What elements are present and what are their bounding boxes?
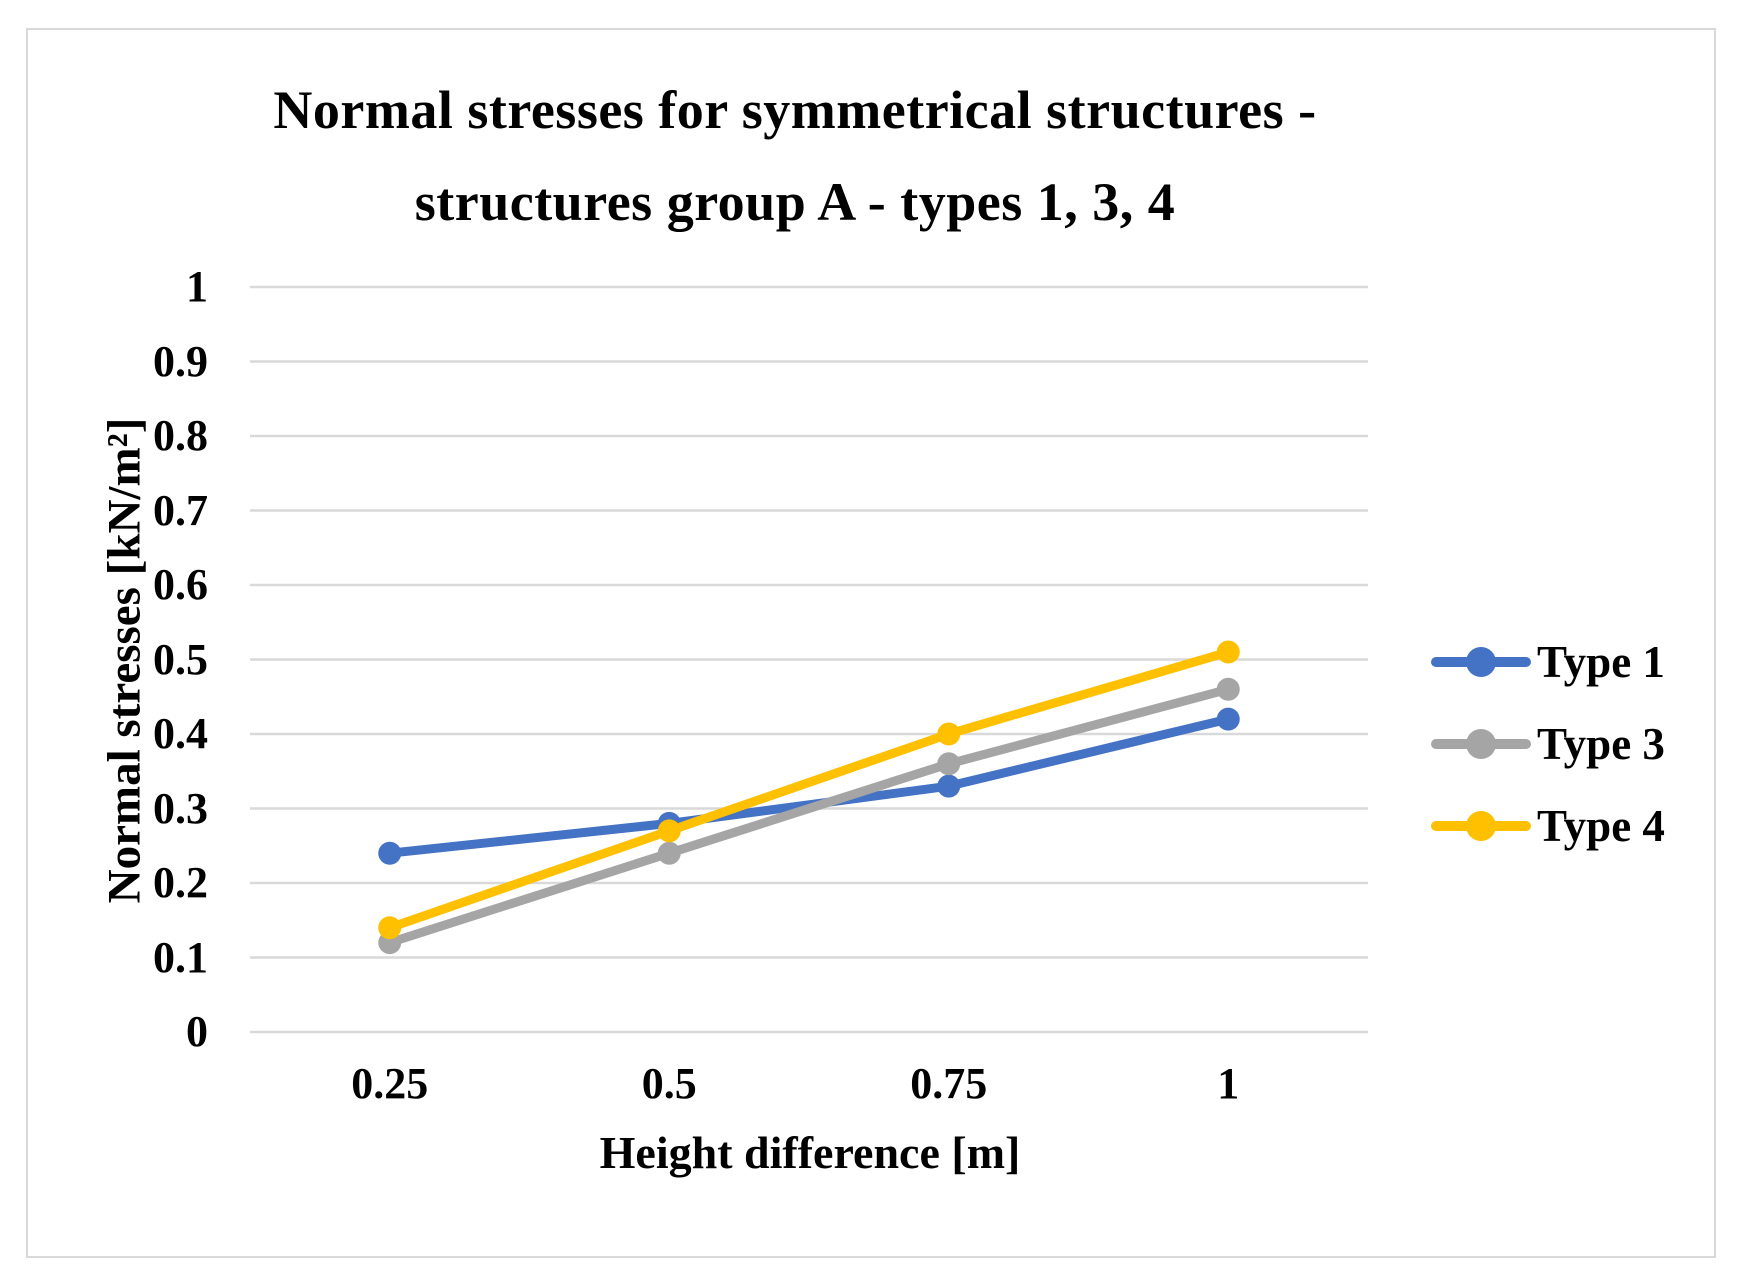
legend-item-type-4: Type 4 [1431, 801, 1665, 851]
data-point-type-1 [1216, 707, 1240, 731]
legend-item-type-1: Type 1 [1431, 637, 1665, 687]
y-tick-label: 0.6 [153, 560, 208, 609]
legend-dot-icon [1466, 811, 1496, 841]
chart-title: Normal stresses for symmetrical structur… [130, 64, 1460, 248]
y-tick-label: 0.8 [153, 411, 208, 460]
legend-dot-icon [1466, 647, 1496, 677]
legend-dot-icon [1466, 729, 1496, 759]
series-line-type-3 [385, 684, 1233, 948]
chart-title-line-1: Normal stresses for symmetrical structur… [273, 80, 1317, 140]
y-tick-label: 0.5 [153, 634, 208, 684]
data-point-type-3 [937, 752, 961, 776]
chart-title-line-2: structures group A - types 1, 3, 4 [414, 172, 1176, 232]
x-tick-label: 0.25 [351, 1059, 429, 1108]
x-axis-title: Height difference [m] [599, 1127, 1021, 1178]
legend-marker-type-1 [1431, 647, 1531, 677]
y-tick-label: 0.1 [153, 932, 208, 982]
legend-item-type-3: Type 3 [1431, 719, 1665, 769]
data-point-type-3 [1216, 677, 1240, 701]
x-tick-label: 0.75 [910, 1059, 988, 1108]
series-line-type-4 [385, 647, 1233, 933]
y-tick-label: 0.2 [153, 858, 208, 907]
plot-svg [250, 285, 1368, 1034]
legend-label-type-1: Type 1 [1537, 637, 1665, 687]
data-point-type-4 [657, 819, 681, 843]
legend-label-type-3: Type 3 [1537, 719, 1665, 769]
x-tick-label: 0.5 [641, 1059, 697, 1108]
data-point-type-4 [1216, 640, 1240, 664]
chart-border [26, 28, 1716, 1258]
legend-marker-type-4 [1431, 811, 1531, 841]
data-point-type-4 [378, 916, 402, 940]
y-tick-label: 0.4 [153, 709, 208, 758]
data-point-type-4 [937, 722, 961, 746]
y-tick-label: 1 [186, 262, 208, 311]
data-point-type-1 [378, 841, 402, 865]
legend-marker-type-3 [1431, 729, 1531, 759]
y-tick-label: 0.9 [153, 336, 208, 386]
data-point-type-1 [937, 774, 961, 798]
y-tick-label: 0.7 [153, 485, 208, 535]
data-point-type-3 [657, 841, 681, 865]
x-tick-label: 1 [1217, 1059, 1240, 1108]
y-tick-label: 0.3 [153, 783, 208, 833]
y-tick-label: 0 [186, 1007, 208, 1056]
legend-label-type-4: Type 4 [1537, 801, 1665, 851]
